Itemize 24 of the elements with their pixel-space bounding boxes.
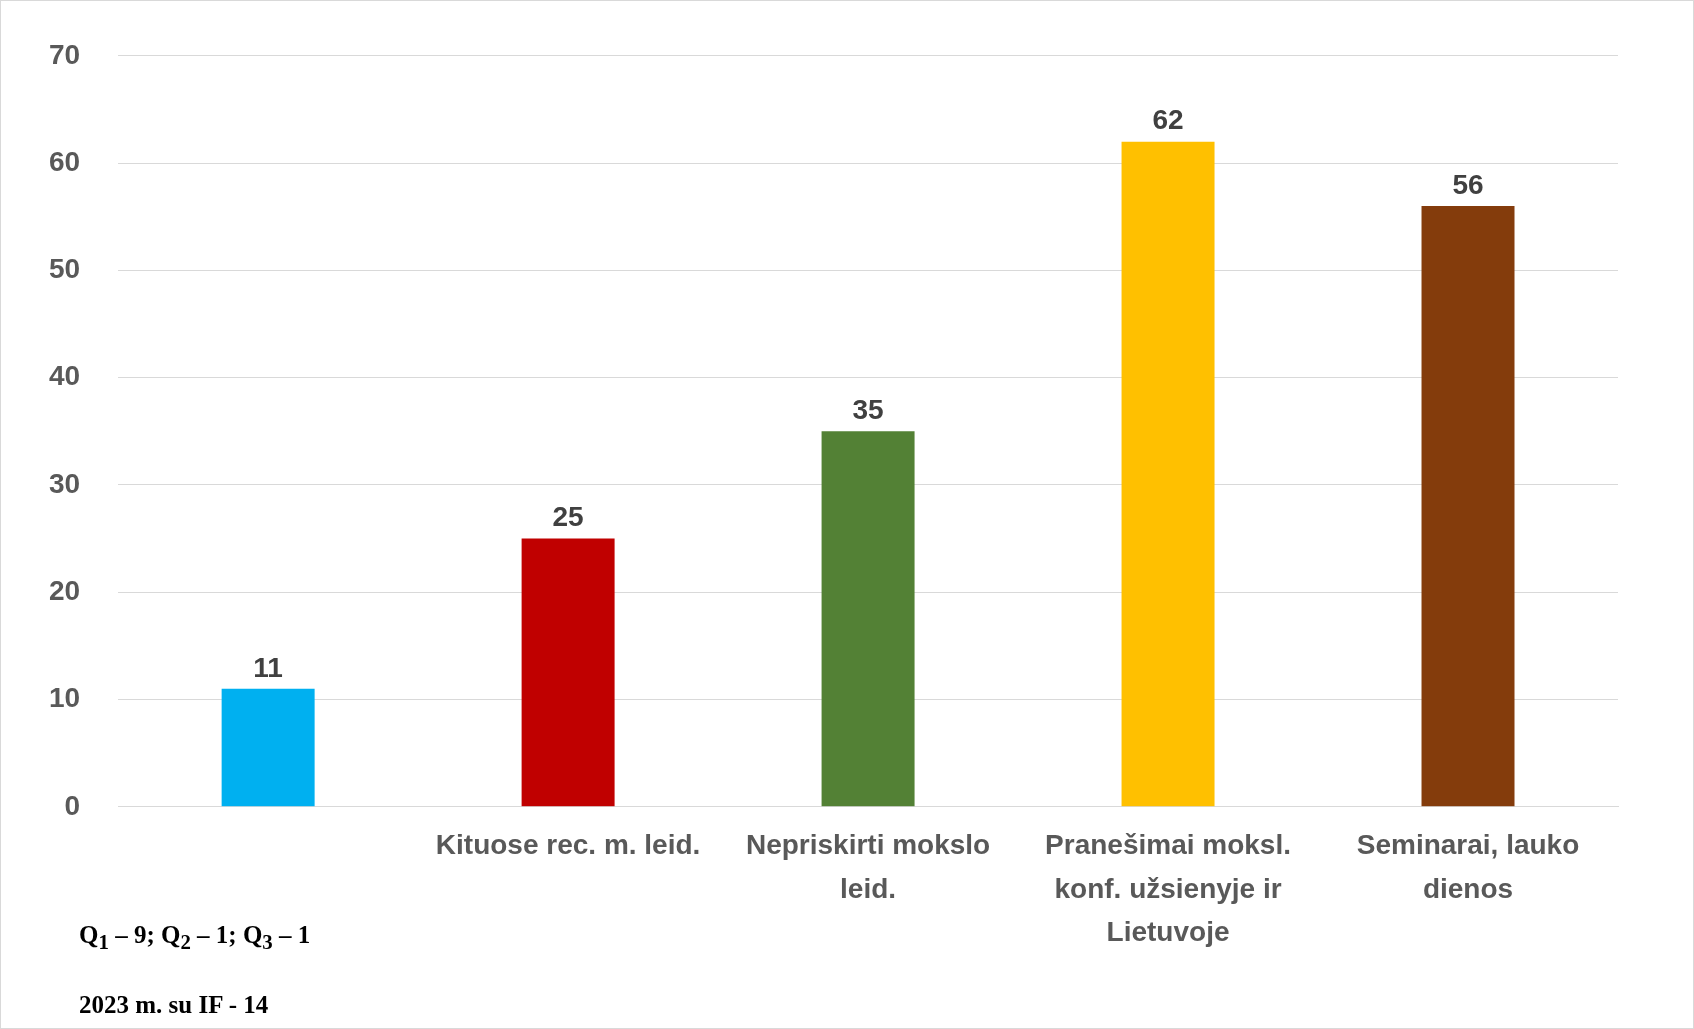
y-tick-label: 40 [48, 360, 81, 392]
y-tick-label: 70 [48, 38, 81, 70]
data-label: 56 [1452, 168, 1484, 200]
y-tick-label: 30 [48, 467, 81, 499]
bar [1421, 206, 1515, 807]
data-label: 11 [253, 651, 283, 683]
data-label: 35 [852, 394, 884, 426]
y-tick-label: 10 [48, 682, 81, 714]
x-tick-label: Pranešimai moksl. konf. užsienyje ir Lietuvoje [1045, 829, 1291, 948]
y-tick-label: 60 [48, 145, 81, 177]
bar [821, 431, 915, 807]
data-label: 25 [552, 501, 584, 533]
text: 2023 m. su IF - 14 [79, 991, 269, 1019]
bar [521, 538, 615, 807]
y-tick-label: 50 [48, 253, 81, 285]
y-tick-label: 0 [64, 789, 81, 821]
data-label: 62 [1152, 104, 1184, 136]
text: Q$_{1}$ – 9; Q$_{2}$ – 1; Q$_{3}$ – 1 [79, 921, 311, 955]
bar [221, 688, 315, 807]
x-tick-label: Seminarai, lauko dienos [1356, 829, 1580, 904]
x-tick-label: Nepriskirti mokslo leid. [745, 829, 991, 904]
bar [1121, 141, 1215, 807]
y-tick-label: 20 [48, 574, 81, 606]
x-tick-label: Kituose rec. m. leid. [435, 829, 701, 861]
